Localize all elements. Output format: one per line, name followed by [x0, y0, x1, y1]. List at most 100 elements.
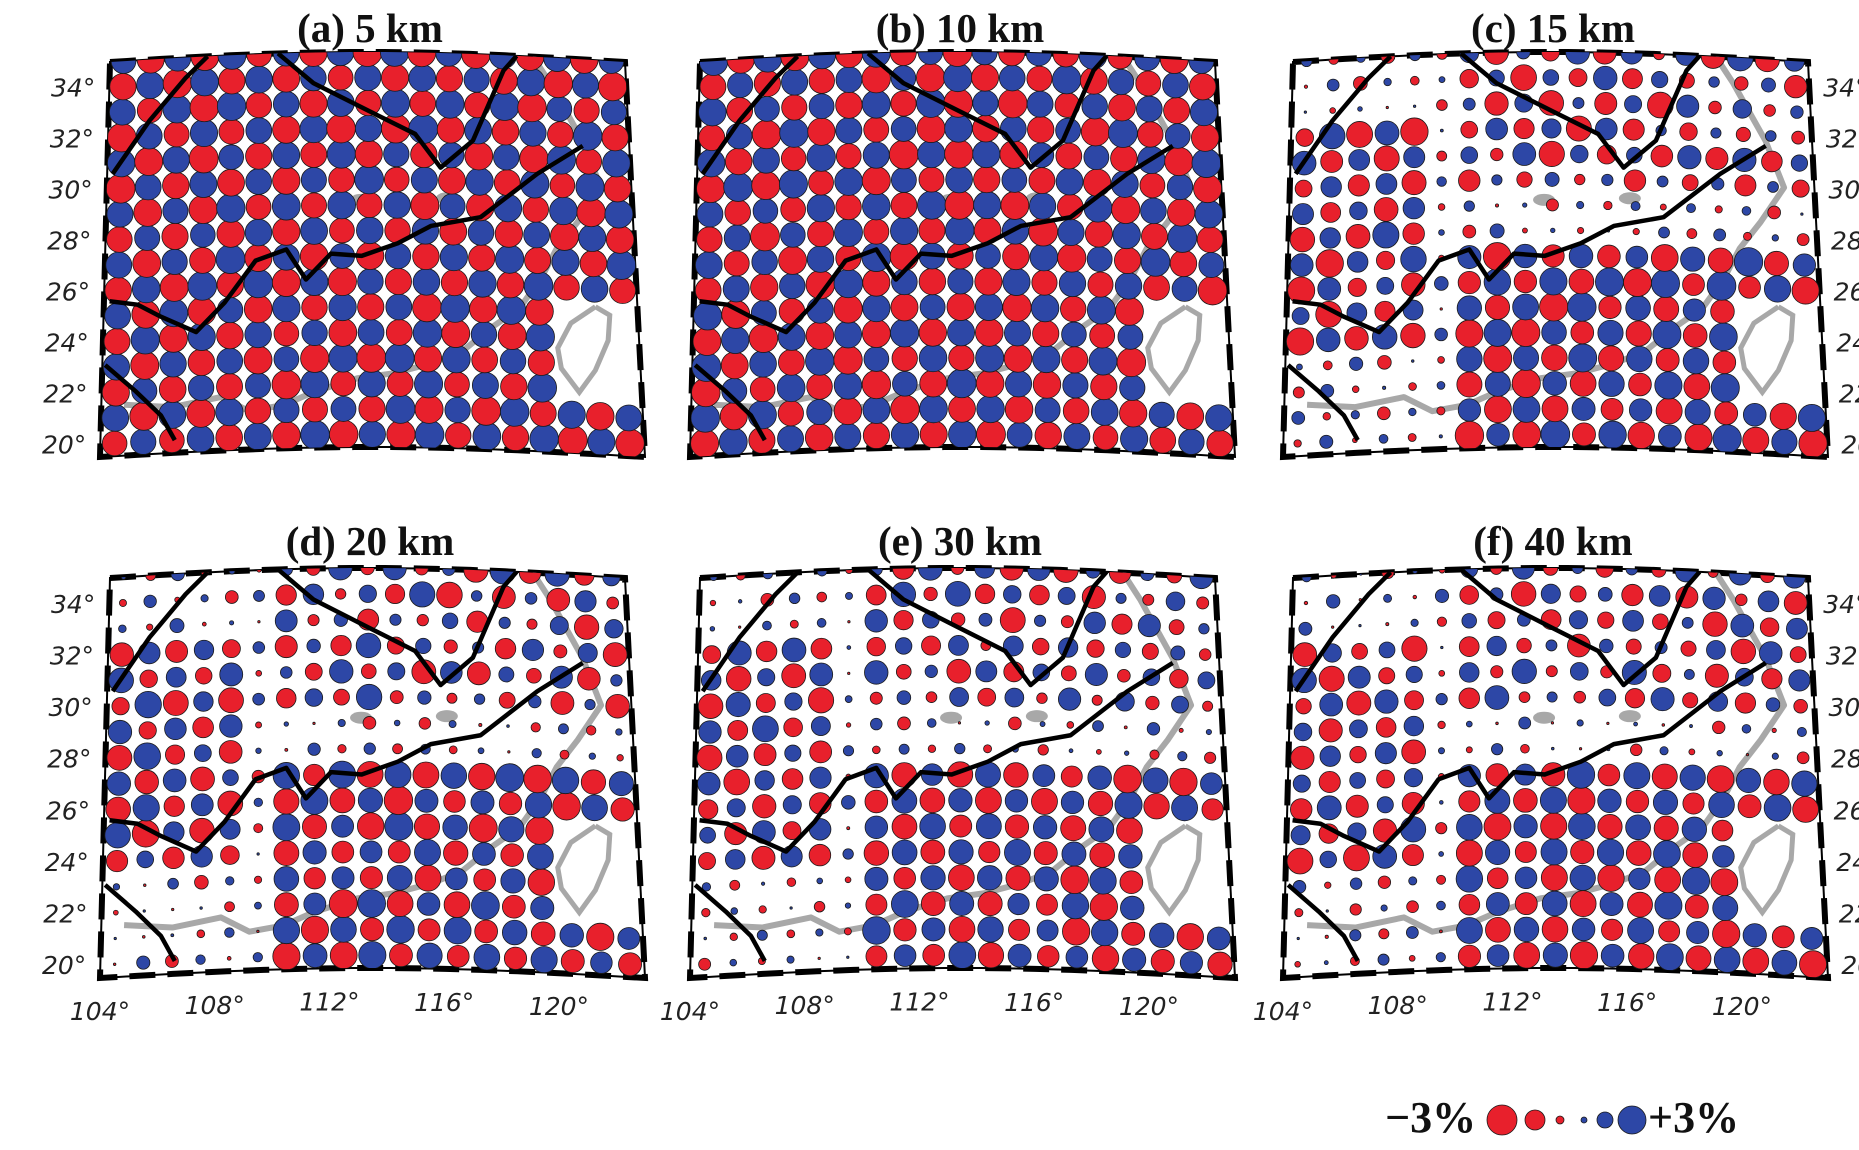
anomaly-dot	[586, 922, 615, 951]
anomaly-dot	[331, 814, 354, 838]
anomaly-dot	[300, 343, 330, 373]
anomaly-dot	[272, 90, 300, 118]
anomaly-dot	[1682, 692, 1699, 709]
anomaly-dot	[974, 583, 996, 605]
anomaly-dot	[224, 590, 239, 604]
anomaly-dot	[1380, 904, 1388, 912]
anomaly-dot	[245, 91, 273, 119]
anomaly-dot	[253, 823, 264, 834]
anomaly-dot	[1295, 698, 1312, 715]
anomaly-dot	[527, 843, 554, 870]
anomaly-dot	[218, 144, 244, 170]
anomaly-dot	[546, 96, 573, 122]
anomaly-dot	[1713, 228, 1727, 242]
anomaly-dot	[1742, 426, 1770, 454]
anomaly-dot	[954, 743, 966, 755]
anomaly-dot	[602, 148, 631, 178]
anomaly-dot	[835, 66, 863, 93]
fault-line	[699, 143, 1174, 335]
anomaly-dot	[699, 826, 716, 844]
anomaly-dot	[1037, 945, 1060, 968]
anomaly-dot	[500, 372, 528, 401]
anomaly-dot	[572, 71, 599, 99]
anomaly-dot	[472, 842, 496, 866]
anomaly-dot	[1742, 947, 1770, 975]
anomaly-dot	[761, 881, 766, 886]
anomaly-dot	[524, 791, 553, 819]
anomaly-dot	[1569, 585, 1587, 603]
anomaly-dot	[1036, 692, 1048, 704]
anomaly-dot	[738, 625, 742, 629]
anomaly-dot	[897, 716, 911, 731]
anomaly-dot	[845, 722, 852, 728]
anomaly-dot	[975, 343, 1005, 373]
anomaly-dot	[1522, 202, 1528, 208]
anomaly-dot	[1759, 617, 1780, 637]
anomaly-dot	[1763, 768, 1790, 796]
anomaly-dot	[1403, 146, 1426, 169]
anomaly-dot	[301, 319, 328, 346]
anomaly-dot	[757, 668, 776, 687]
anomaly-dot	[498, 816, 525, 843]
anomaly-dot	[1062, 372, 1089, 399]
anomaly-dot	[354, 63, 382, 92]
anomaly-dot	[1292, 203, 1314, 226]
anomaly-dot	[1119, 374, 1146, 401]
anomaly-dot	[1171, 276, 1198, 302]
anomaly-dot	[1712, 350, 1737, 375]
anomaly-dot	[300, 166, 327, 193]
anomaly-dot	[924, 664, 938, 678]
anomaly-dot	[693, 301, 723, 331]
anomaly-dot	[106, 771, 131, 796]
anomaly-dot	[709, 626, 716, 632]
anomaly-dot	[1648, 585, 1671, 607]
lon-tick-label: 116°	[414, 988, 474, 1017]
anomaly-dot	[809, 766, 832, 789]
anomaly-dot	[1542, 568, 1559, 576]
anomaly-dot	[1089, 322, 1116, 349]
anomaly-dot	[1510, 581, 1537, 607]
anomaly-dot	[1294, 908, 1304, 918]
anomaly-dot	[254, 901, 262, 910]
anomaly-dot	[1004, 395, 1034, 424]
anomaly-dot	[1003, 762, 1029, 788]
anomaly-dot	[1032, 344, 1061, 374]
anomaly-dot	[252, 952, 263, 963]
anomaly-dot	[252, 692, 265, 706]
anomaly-dot	[1680, 246, 1706, 272]
anomaly-dot	[1652, 789, 1679, 815]
anomaly-dot	[696, 200, 724, 228]
anomaly-dot	[1541, 344, 1568, 371]
anomaly-dot	[273, 396, 300, 424]
anomaly-dot	[1345, 794, 1369, 818]
anomaly-dot	[895, 663, 912, 680]
anomaly-dot	[146, 623, 154, 631]
anomaly-dot	[138, 721, 157, 740]
anomaly-dot	[890, 394, 920, 425]
fault-line	[103, 363, 177, 442]
anomaly-dot	[1358, 623, 1362, 628]
anomaly-dot	[889, 241, 919, 271]
anomaly-dot	[1383, 593, 1393, 603]
anomaly-dot	[357, 369, 386, 398]
anomaly-dot	[412, 242, 440, 271]
anomaly-dot	[1198, 648, 1212, 661]
anomaly-dot	[1622, 68, 1643, 90]
anomaly-dot	[1002, 242, 1030, 271]
anomaly-dot	[1658, 920, 1681, 943]
anomaly-dot	[1060, 790, 1085, 814]
anomaly-dot	[530, 722, 541, 733]
anomaly-dot	[1460, 120, 1479, 139]
map-content	[693, 568, 1233, 977]
lake	[1533, 711, 1556, 724]
anomaly-dot	[1317, 277, 1342, 301]
anomaly-dot	[414, 394, 444, 424]
anomaly-dot	[440, 293, 470, 323]
anomaly-dot	[1000, 191, 1030, 220]
anomaly-dot	[1298, 621, 1313, 636]
anomaly-dot	[273, 866, 300, 892]
anomaly-dot	[1091, 944, 1120, 973]
anomaly-dot	[1597, 319, 1624, 346]
anomaly-dot	[1539, 267, 1568, 296]
